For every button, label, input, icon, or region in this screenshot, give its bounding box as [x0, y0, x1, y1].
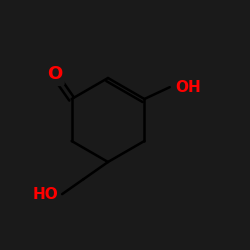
Text: O: O: [47, 66, 62, 84]
Text: HO: HO: [32, 186, 58, 202]
Text: OH: OH: [176, 80, 202, 95]
